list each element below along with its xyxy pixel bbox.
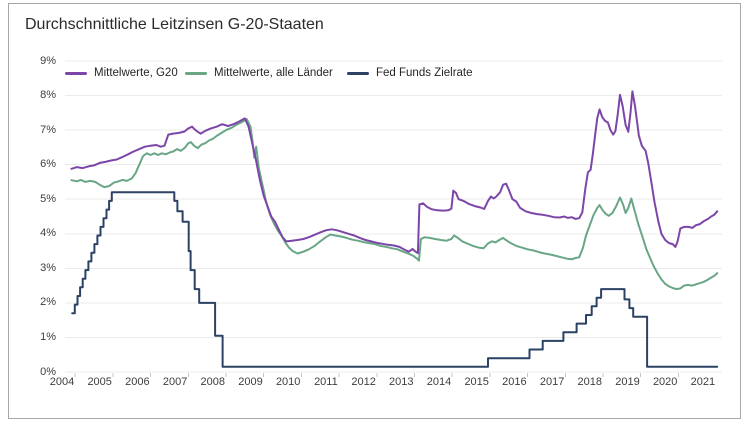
y-axis-label: 5% — [40, 192, 56, 205]
x-axis-label: 2006 — [125, 376, 150, 388]
x-axis-label: 2018 — [577, 376, 603, 388]
x-axis-label: 2010 — [275, 376, 301, 388]
x-axis-label: 2005 — [87, 376, 112, 388]
x-axis-label: 2020 — [652, 376, 678, 388]
x-axis-label: 2014 — [426, 376, 452, 388]
x-axis-label: 2017 — [539, 376, 565, 388]
y-axis-label: 8% — [40, 89, 56, 102]
x-axis-label: 2011 — [314, 376, 338, 388]
x-axis-label: 2009 — [238, 376, 263, 388]
x-axis-label: 2008 — [200, 376, 226, 388]
x-axis-label: 2007 — [162, 376, 188, 388]
x-axis-label: 2019 — [615, 376, 640, 388]
y-axis-label: 6% — [40, 158, 56, 171]
x-axis-label: 2016 — [502, 376, 527, 388]
legend-label-g20: Mittelwerte, G20 — [94, 67, 178, 79]
legend-label-alle-laender: Mittelwerte, alle Länder — [214, 67, 333, 79]
series-line-mittelwerte-g20 — [70, 90, 719, 255]
series-line-mittelwerte-alle-l-nder — [70, 118, 719, 291]
chart-title: Durchschnittliche Leitzinsen G-20-Staate… — [25, 16, 324, 33]
series-line-fed-funds-zielrate — [71, 191, 719, 368]
y-axis-label: 4% — [40, 227, 56, 240]
legend-item-alle-laender: Mittelwerte, alle Länder — [185, 66, 333, 80]
legend-label-fed-funds: Fed Funds Zielrate — [376, 67, 473, 79]
y-axis-label: 3% — [40, 261, 56, 274]
x-axis-label: 2004 — [49, 376, 75, 388]
x-axis-label: 2021 — [690, 376, 716, 388]
y-axis-label: 0% — [40, 365, 56, 378]
legend-swatch-g20-icon — [65, 71, 87, 75]
x-axis-label: 2013 — [389, 376, 414, 388]
x-axis-label: 2015 — [464, 376, 489, 388]
y-axis-label: 9% — [40, 54, 56, 67]
legend-swatch-fed-funds-icon — [347, 71, 369, 75]
y-axis-label: 7% — [40, 123, 56, 136]
y-axis-label: 2% — [40, 296, 56, 309]
legend-item-fed-funds: Fed Funds Zielrate — [347, 66, 473, 80]
y-axis-label: 1% — [40, 330, 56, 343]
legend-swatch-alle-laender-icon — [185, 71, 207, 75]
legend-item-g20: Mittelwerte, G20 — [65, 66, 178, 80]
x-axis-label: 2012 — [351, 376, 376, 388]
